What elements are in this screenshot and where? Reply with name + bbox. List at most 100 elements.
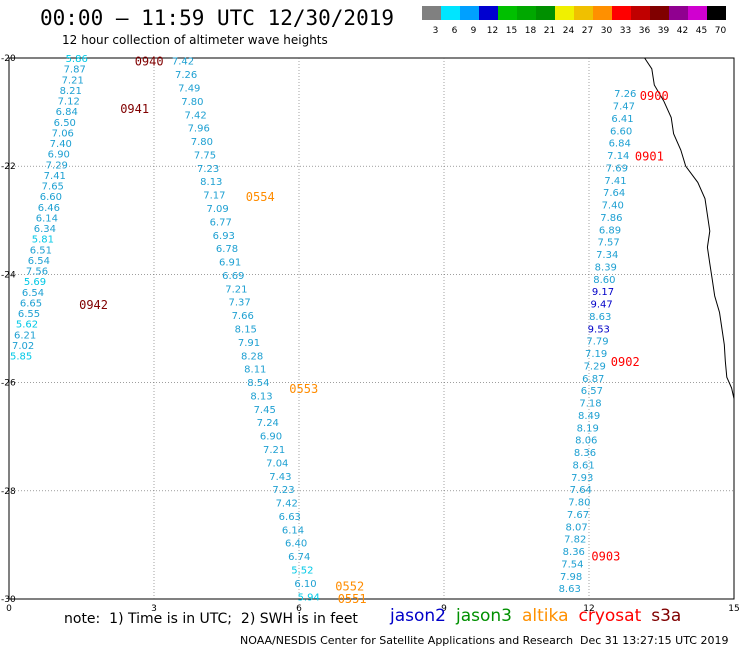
color-scale-label: 21 [544, 26, 555, 36]
color-scale-label: 9 [471, 26, 477, 36]
y-tick-label: -26 [1, 379, 16, 389]
wave-height-label: 6.93 [213, 231, 235, 242]
pass-time-label: 0901 [635, 149, 664, 163]
x-tick-label: 9 [441, 604, 447, 614]
wave-height-label: 6.14 [36, 213, 58, 224]
wave-height-label: 7.56 [26, 267, 48, 278]
wave-height-label: 8.19 [577, 423, 599, 434]
wave-height-label: 7.93 [571, 473, 593, 484]
x-tick-label: 3 [151, 604, 157, 614]
wave-height-label: 8.36 [574, 448, 596, 459]
wave-height-label: 7.47 [613, 102, 635, 113]
satellite-legend-item: altika [522, 606, 569, 626]
color-swatch [517, 6, 536, 20]
wave-height-label: 6.54 [22, 288, 44, 299]
wave-height-label: 7.87 [64, 65, 86, 76]
x-tick-label: 6 [296, 604, 302, 614]
wave-height-label: 7.21 [263, 445, 285, 456]
pass-time-label: 0940 [135, 55, 164, 69]
color-scale-label: 12 [487, 26, 498, 36]
wave-height-label: 7.40 [50, 139, 72, 150]
wave-height-label: 5.94 [298, 592, 320, 603]
wave-height-label: 6.87 [582, 374, 604, 385]
wave-height-label: 8.54 [247, 378, 269, 389]
wave-height-label: 6.55 [18, 309, 40, 320]
color-swatch [574, 6, 593, 20]
color-swatch [555, 6, 574, 20]
wave-height-label: 7.66 [232, 311, 254, 322]
wave-height-label: 8.61 [572, 460, 594, 471]
satellite-legend-item: jason3 [456, 606, 512, 626]
wave-height-label: 7.42 [276, 499, 298, 510]
wave-height-label: 5.62 [16, 320, 38, 331]
color-swatch [460, 6, 479, 20]
satellite-legend: jason2 jason3 altika cryosat s3a [390, 606, 691, 626]
wave-height-label: 7.45 [254, 405, 276, 416]
wave-height-label: 7.24 [257, 418, 279, 429]
wave-height-label: 8.21 [60, 86, 82, 97]
coastline [644, 57, 735, 399]
wave-height-label: 6.69 [222, 271, 244, 282]
map-frame [8, 57, 735, 600]
satellite-tracks: 5.867.877.218.217.126.846.507.067.406.90… [10, 54, 636, 603]
wave-height-label: 7.42 [184, 110, 206, 121]
color-scale-label: 3 [433, 26, 439, 36]
wave-height-label: 7.26 [614, 89, 636, 100]
color-scale-label: 45 [696, 26, 707, 36]
wave-height-label: 7.43 [269, 472, 291, 483]
color-swatch [498, 6, 517, 20]
wave-height-label: 8.15 [235, 325, 257, 336]
wave-height-label: 6.57 [581, 386, 603, 397]
axis-tick-labels: 0 3 6 9 12 15 -20 -22 -24 -26 -28 -30 [1, 54, 740, 614]
color-scale-label: 18 [525, 26, 537, 36]
pass-time-label: 0902 [611, 355, 640, 369]
wave-height-label: 6.51 [30, 245, 52, 256]
color-swatch [612, 6, 631, 20]
page-title: 00:00 – 11:59 UTC 12/30/2019 [40, 6, 395, 30]
y-tick-label: -22 [1, 162, 16, 172]
y-tick-label: -20 [1, 54, 16, 64]
pass-time-label: 0551 [338, 592, 367, 606]
wave-height-label: 7.57 [597, 238, 619, 249]
color-scale-label: 36 [639, 26, 651, 36]
wave-height-label: 7.41 [44, 171, 66, 182]
color-swatch [688, 6, 707, 20]
wave-height-label: 7.23 [197, 164, 219, 175]
color-swatch [422, 6, 441, 20]
wave-height-label: 7.64 [570, 485, 592, 496]
wave-height-label: 7.14 [607, 151, 629, 162]
wave-height-label: 7.29 [584, 361, 606, 372]
wave-height-label: 7.37 [228, 298, 250, 309]
wave-height-label: 7.29 [46, 160, 68, 171]
wave-height-label: 7.49 [178, 84, 200, 95]
wave-height-label: 6.60 [40, 192, 62, 203]
color-swatch [536, 6, 555, 20]
wave-height-label: 7.02 [12, 341, 34, 352]
wave-height-label: 7.80 [568, 498, 590, 509]
wave-height-label: 7.65 [42, 182, 64, 193]
wave-height-label: 7.34 [596, 250, 618, 261]
wave-height-label: 7.12 [58, 97, 80, 108]
wave-height-label: 7.21 [62, 75, 84, 86]
wave-height-label: 6.90 [48, 150, 70, 161]
y-tick-label: -24 [1, 270, 16, 280]
y-tick-label: -30 [1, 595, 16, 605]
wave-height-label: 7.23 [272, 485, 294, 496]
wave-height-label: 7.06 [52, 128, 74, 139]
y-tick-label: -28 [1, 487, 16, 497]
wave-height-label: 8.60 [593, 275, 615, 286]
pass-time-label: 0554 [246, 190, 275, 204]
pass-time-label: 0553 [289, 382, 318, 396]
wave-height-label: 8.11 [244, 365, 266, 376]
color-swatch [479, 6, 498, 20]
satellite-legend-item: s3a [651, 606, 682, 626]
wave-height-label: 6.63 [279, 512, 301, 523]
wave-height-label: 8.07 [565, 522, 587, 533]
wave-height-label: 7.41 [604, 176, 626, 187]
wave-height-label: 7.79 [586, 337, 608, 348]
wave-height-label: 6.21 [14, 330, 36, 341]
wave-height-label: 6.50 [54, 118, 76, 129]
wave-height-label: 9.17 [592, 287, 614, 298]
